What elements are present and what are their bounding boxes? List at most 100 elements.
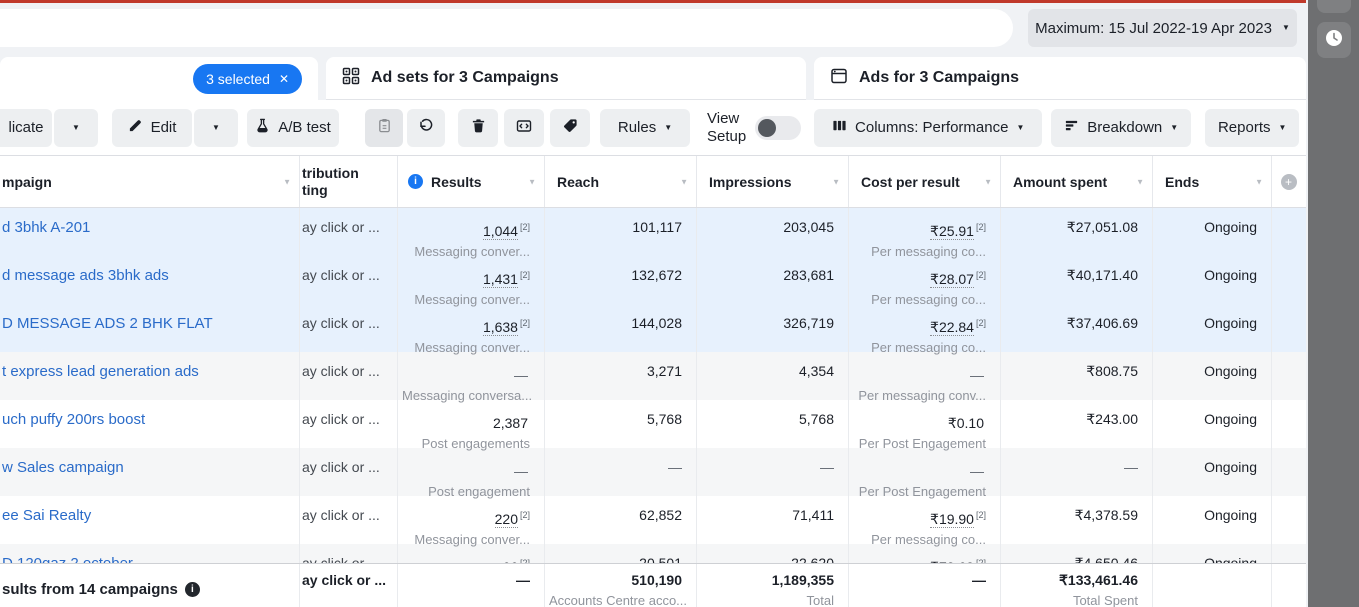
columns-button[interactable]: Columns: Performance ▼ — [814, 108, 1043, 147]
table-row[interactable]: w Sales campaign ay click or ... — Post … — [0, 448, 1306, 499]
campaign-name-link[interactable]: uch puffy 200rs boost — [2, 411, 146, 428]
header-reach[interactable]: Reach ▼ — [545, 156, 697, 207]
search-filter-bar[interactable] — [0, 9, 1013, 47]
campaign-name-link[interactable]: t express lead generation ads — [2, 363, 199, 380]
results-value[interactable]: 66 — [502, 559, 518, 563]
results-footnote: [2] — [519, 558, 530, 563]
ends-cell: Ongoing — [1153, 304, 1272, 352]
export-import-button[interactable] — [504, 108, 544, 147]
results-cell: — Post engagement — [398, 448, 545, 499]
toolbar: licate ▼ Edit ▼ A/B test — [0, 100, 1306, 155]
campaign-name-link[interactable]: d 3bhk A-201 — [2, 219, 91, 236]
sort-icon[interactable]: ▼ — [283, 177, 291, 186]
results-value[interactable]: 1,044 — [482, 223, 518, 240]
ab-test-button[interactable]: A/B test — [247, 108, 339, 147]
cost-value[interactable]: ₹28.07 — [930, 271, 974, 288]
amount-spent-cell: ₹808.75 — [1001, 352, 1153, 400]
cost-value[interactable]: ₹19.90 — [930, 511, 974, 528]
sort-icon[interactable]: ▼ — [984, 177, 992, 186]
edit-button[interactable]: Edit — [112, 108, 192, 147]
duplicate-dropdown-button[interactable]: ▼ — [54, 108, 98, 147]
table-row[interactable]: d 3bhk A-201 ay click or ... 1,044 [2] Me… — [0, 208, 1306, 259]
table-row[interactable]: D 120gaz 2 october ay click or ... 66[2]… — [0, 544, 1306, 563]
close-icon[interactable]: ✕ — [278, 71, 289, 86]
results-value[interactable]: 1,638 — [482, 319, 518, 336]
header-impressions[interactable]: Impressions ▼ — [697, 156, 849, 207]
view-setup-toggle[interactable] — [755, 115, 802, 140]
table-row[interactable]: d message ads 3bhk ads ay click or ... 1… — [0, 256, 1306, 307]
cost-per-result-cell: ₹19.90 [2] Per messaging co... — [849, 496, 1001, 547]
tab-adsets[interactable]: Ad sets for 3 Campaigns — [326, 57, 806, 100]
results-value[interactable]: — — [514, 463, 528, 479]
row-spacer — [1272, 304, 1305, 352]
results-value[interactable]: 2,387 — [492, 415, 528, 431]
cost-value[interactable]: ₹25.91 — [930, 223, 974, 240]
table-row[interactable]: D MESSAGE ADS 2 BHK FLAT ay click or ...… — [0, 304, 1306, 355]
info-icon[interactable]: i — [408, 174, 423, 189]
ends-cell: Ongoing — [1153, 352, 1272, 400]
header-results[interactable]: i Results ▼ — [398, 156, 545, 207]
sort-icon[interactable]: ▼ — [680, 177, 688, 186]
add-column-icon[interactable]: + — [1280, 173, 1297, 190]
results-value[interactable]: 1,431 — [482, 271, 518, 288]
duplicate-button[interactable]: licate — [0, 108, 52, 147]
paste-button[interactable] — [365, 108, 403, 147]
cost-value[interactable]: ₹70.60 — [930, 559, 974, 563]
rules-button[interactable]: Rules ▼ — [600, 108, 690, 147]
header-cost-per-result[interactable]: Cost per result ▼ — [849, 156, 1001, 207]
reach-cell: 3,271 — [545, 352, 697, 400]
results-value[interactable]: — — [514, 367, 528, 383]
campaign-name-link[interactable]: ee Sai Realty — [2, 507, 92, 524]
sort-icon[interactable]: ▼ — [1136, 177, 1144, 186]
results-cell: 1,638 [2] Messaging conver... — [398, 304, 545, 355]
sort-icon[interactable]: ▼ — [1255, 177, 1263, 186]
cost-value[interactable]: — — [970, 463, 984, 479]
campaign-name-link[interactable]: d message ads 3bhk ads — [2, 267, 169, 284]
campaign-cell: t express lead generation ads — [0, 352, 300, 400]
reports-button[interactable]: Reports ▼ — [1205, 108, 1300, 147]
cost-footnote: [2] — [975, 558, 986, 563]
selected-count-pill[interactable]: 3 selected ✕ — [193, 63, 302, 94]
campaign-name-link[interactable]: w Sales campaign — [2, 459, 124, 476]
date-range-button[interactable]: Maximum: 15 Jul 2022-19 Apr 2023 ▼ — [1028, 9, 1297, 47]
tab-campaigns[interactable]: 3 selected ✕ — [0, 57, 318, 100]
cost-value[interactable]: ₹22.84 — [930, 319, 974, 336]
amount-spent-cell: ₹4,378.59 — [1001, 496, 1153, 544]
results-sublabel: Messaging conver... — [414, 532, 530, 547]
sort-icon[interactable]: ▼ — [832, 177, 840, 186]
amount-spent-cell: ₹27,051.08 — [1001, 208, 1153, 256]
header-amount-spent[interactable]: Amount spent ▼ — [1001, 156, 1153, 207]
edit-dropdown-button[interactable]: ▼ — [194, 108, 238, 147]
table-row[interactable]: ee Sai Realty ay click or ... 220 [2] Mes… — [0, 496, 1306, 547]
breakdown-button[interactable]: Breakdown ▼ — [1051, 108, 1192, 147]
cost-sublabel: Per messaging co... — [871, 532, 986, 547]
header-campaign[interactable]: mpaign ▼ — [0, 156, 300, 207]
clipboard-icon — [377, 118, 392, 137]
tab-ads[interactable]: Ads for 3 Campaigns — [814, 57, 1306, 100]
cost-value[interactable]: — — [970, 367, 984, 383]
tag-button[interactable] — [550, 108, 590, 147]
row-spacer — [1272, 448, 1305, 496]
campaign-name-link[interactable]: D MESSAGE ADS 2 BHK FLAT — [2, 315, 213, 332]
pencil-icon — [1326, 0, 1342, 6]
table-row[interactable]: uch puffy 200rs boost ay click or ... 2,… — [0, 400, 1306, 451]
header-attribution-setting[interactable]: tribution ting — [300, 156, 398, 207]
adsets-grid-icon — [342, 67, 360, 90]
rail-history-button[interactable] — [1317, 22, 1351, 58]
chevron-down-icon: ▼ — [72, 122, 80, 132]
header-add-column[interactable]: + — [1272, 156, 1305, 207]
results-value[interactable]: 220 — [494, 511, 518, 528]
columns-icon — [832, 118, 847, 137]
cost-value[interactable]: ₹0.10 — [947, 415, 984, 431]
info-icon[interactable]: i — [184, 581, 200, 597]
header-ends[interactable]: Ends ▼ — [1153, 156, 1272, 207]
campaign-name-link[interactable]: D 120gaz 2 october — [2, 555, 133, 563]
delete-button[interactable] — [458, 108, 498, 147]
table-row[interactable]: t express lead generation ads ay click o… — [0, 352, 1306, 403]
date-range-label: Maximum: 15 Jul 2022-19 Apr 2023 — [1035, 19, 1272, 37]
row-spacer — [1272, 400, 1305, 448]
results-cell: 1,431 [2] Messaging conver... — [398, 256, 545, 307]
rail-edit-button[interactable] — [1317, 0, 1351, 13]
undo-button[interactable] — [407, 108, 445, 147]
sort-icon[interactable]: ▼ — [528, 177, 536, 186]
